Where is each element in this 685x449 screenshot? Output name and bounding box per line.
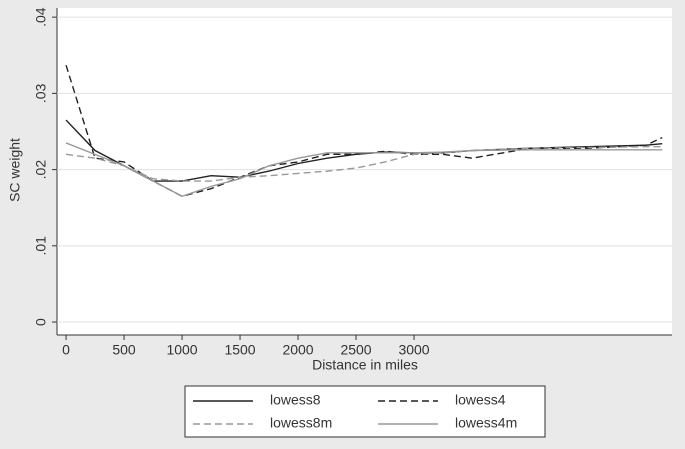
y-tick-label: .02 xyxy=(33,160,49,180)
x-tick-label: 1500 xyxy=(224,342,255,358)
x-tick-label: 2000 xyxy=(282,342,313,358)
legend-label: lowess8 xyxy=(270,392,321,408)
y-axis-label: SC weight xyxy=(7,138,23,202)
x-tick-label: 2500 xyxy=(340,342,371,358)
y-tick-label: .03 xyxy=(33,83,49,103)
y-tick-label: .01 xyxy=(33,236,49,256)
series-line xyxy=(65,64,663,198)
x-tick-label: 0 xyxy=(62,342,70,358)
legend-label: lowess4 xyxy=(455,392,506,408)
series-line xyxy=(65,142,663,198)
y-tick-label: .04 xyxy=(33,7,49,27)
x-tick-label: 1000 xyxy=(166,342,197,358)
x-tick-label: 500 xyxy=(112,342,136,358)
series-line xyxy=(65,146,663,182)
legend-label: lowess4m xyxy=(455,415,517,431)
legend-label: lowess8m xyxy=(270,415,332,431)
legend xyxy=(184,385,546,438)
x-axis-label: Distance in miles xyxy=(312,357,418,373)
x-tick-label: 3000 xyxy=(398,342,429,358)
plot-area xyxy=(57,8,672,335)
y-tick-label: 0 xyxy=(33,318,49,326)
